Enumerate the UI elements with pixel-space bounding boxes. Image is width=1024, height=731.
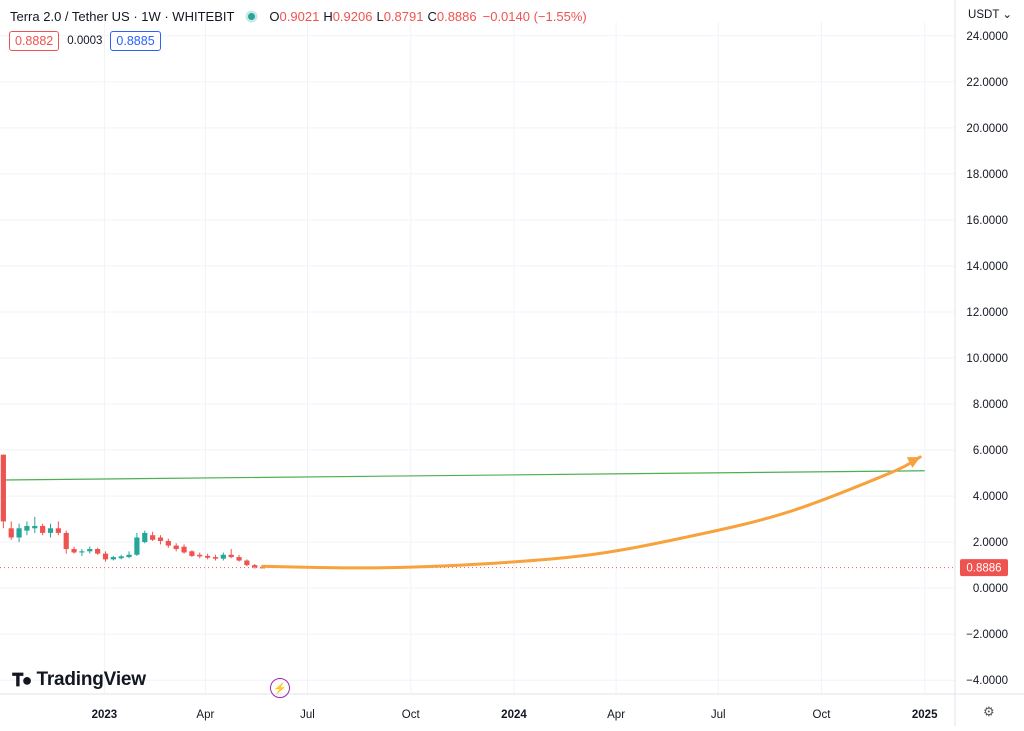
candle-body <box>165 540 171 546</box>
candle-body <box>102 553 109 560</box>
candle-body <box>24 526 30 531</box>
candle-body <box>252 565 258 568</box>
trendline <box>3 470 925 481</box>
candle-body <box>55 528 61 533</box>
candle-body <box>142 532 148 543</box>
candle-body <box>197 554 203 557</box>
logo-text: TradingView <box>36 669 146 690</box>
tradingview-logo-icon: 𝐓● <box>12 669 33 690</box>
candle-body <box>79 551 85 553</box>
high-value: 0.9206 <box>332 9 373 24</box>
high-label: H <box>323 9 333 24</box>
candle-body <box>87 549 93 552</box>
change-value: −0.0140 (−1.55%) <box>482 9 587 24</box>
y-tick-label: 12.0000 <box>966 307 1008 319</box>
close-label: C <box>427 9 437 24</box>
candle-body <box>244 560 250 566</box>
y-tick-label: 16.0000 <box>966 215 1008 227</box>
y-tick-label: 8.0000 <box>973 399 1008 411</box>
last-price-label: 0.8886 <box>966 563 1001 575</box>
lightning-icon[interactable]: ⚡ <box>270 678 290 698</box>
candle-body <box>205 555 211 558</box>
candle-body <box>8 528 14 538</box>
gear-icon[interactable]: ⚙ <box>983 704 995 719</box>
candle-body <box>189 551 195 556</box>
sell-button[interactable]: 0.8882 <box>9 31 60 51</box>
y-tick-label: −2.0000 <box>966 629 1008 641</box>
candle-body <box>16 528 22 538</box>
low-value: 0.8791 <box>383 9 424 24</box>
candle-body <box>181 546 187 553</box>
x-tick-label: Jul <box>300 709 315 721</box>
buy-button[interactable]: 0.8885 <box>110 31 161 51</box>
tradingview-logo[interactable]: 𝐓● TradingView <box>12 669 146 691</box>
candle-body <box>228 554 234 558</box>
candle-body <box>40 526 46 533</box>
candle-body <box>63 532 69 550</box>
candle-body <box>118 556 124 559</box>
candle-body <box>157 537 164 541</box>
x-tick-label: Oct <box>402 709 421 721</box>
candle-body <box>173 545 179 550</box>
projection-arrow-line <box>261 455 922 570</box>
last-price-badge <box>960 559 1008 577</box>
currency-selector[interactable]: USDT ⌄ <box>968 7 1012 21</box>
close-value: 0.8886 <box>436 9 477 24</box>
y-tick-label: 10.0000 <box>966 353 1008 365</box>
y-tick-label: 20.0000 <box>966 123 1008 135</box>
chevron-down-icon: ⌄ <box>999 9 1012 21</box>
currency-label: USDT <box>968 9 1000 21</box>
x-tick-label: 2024 <box>501 709 527 721</box>
x-tick-label: Apr <box>607 709 625 721</box>
x-tick-label: Jul <box>711 709 726 721</box>
y-tick-label: 18.0000 <box>966 169 1008 181</box>
spread-value: 0.0003 <box>67 35 103 47</box>
market-open-dot-icon <box>248 13 256 20</box>
x-tick-label: 2023 <box>92 709 118 721</box>
candle-body <box>126 554 132 558</box>
x-tick-label: 2025 <box>912 709 938 721</box>
y-tick-label: 22.0000 <box>966 77 1008 89</box>
y-tick-label: 14.0000 <box>966 261 1008 273</box>
y-tick-label: −4.0000 <box>966 675 1008 687</box>
y-tick-label: 24.0000 <box>966 31 1008 43</box>
open-label: O <box>269 9 280 24</box>
low-label: L <box>376 9 384 24</box>
candle-body <box>220 554 226 559</box>
x-tick-label: Oct <box>813 709 832 721</box>
candle-body <box>32 526 38 529</box>
candle-body <box>95 549 101 554</box>
candle-body <box>259 567 266 569</box>
candle-body <box>134 537 140 555</box>
y-tick-label: 4.0000 <box>973 491 1008 503</box>
y-tick-label: 2.0000 <box>973 537 1008 549</box>
candle-body <box>0 454 6 522</box>
candle-body <box>236 557 242 561</box>
y-tick-label: 6.0000 <box>973 445 1008 457</box>
projection-arrow-head <box>906 456 921 468</box>
candle-body <box>71 549 77 553</box>
symbol-title[interactable]: Terra 2.0 / Tether US · 1W · WHITEBIT <box>10 9 235 24</box>
candle-body <box>212 557 219 559</box>
candle-body <box>47 528 54 533</box>
trade-buttons: 0.8882 0.0003 0.8885 <box>9 31 161 51</box>
candle-body <box>150 535 156 540</box>
y-tick-label: 0.0000 <box>973 583 1008 595</box>
candle-body <box>110 557 116 560</box>
open-value: 0.9021 <box>279 9 320 24</box>
x-tick-label: Apr <box>196 709 214 721</box>
